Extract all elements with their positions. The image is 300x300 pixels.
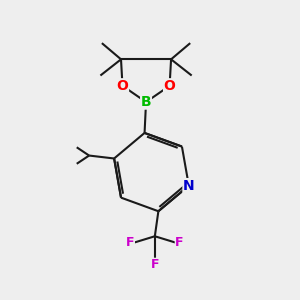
Text: F: F [151,258,159,271]
Text: F: F [126,236,134,249]
Text: F: F [175,236,184,249]
Text: B: B [141,95,152,109]
Text: N: N [183,179,195,193]
Text: O: O [164,79,176,93]
Text: O: O [116,79,128,93]
